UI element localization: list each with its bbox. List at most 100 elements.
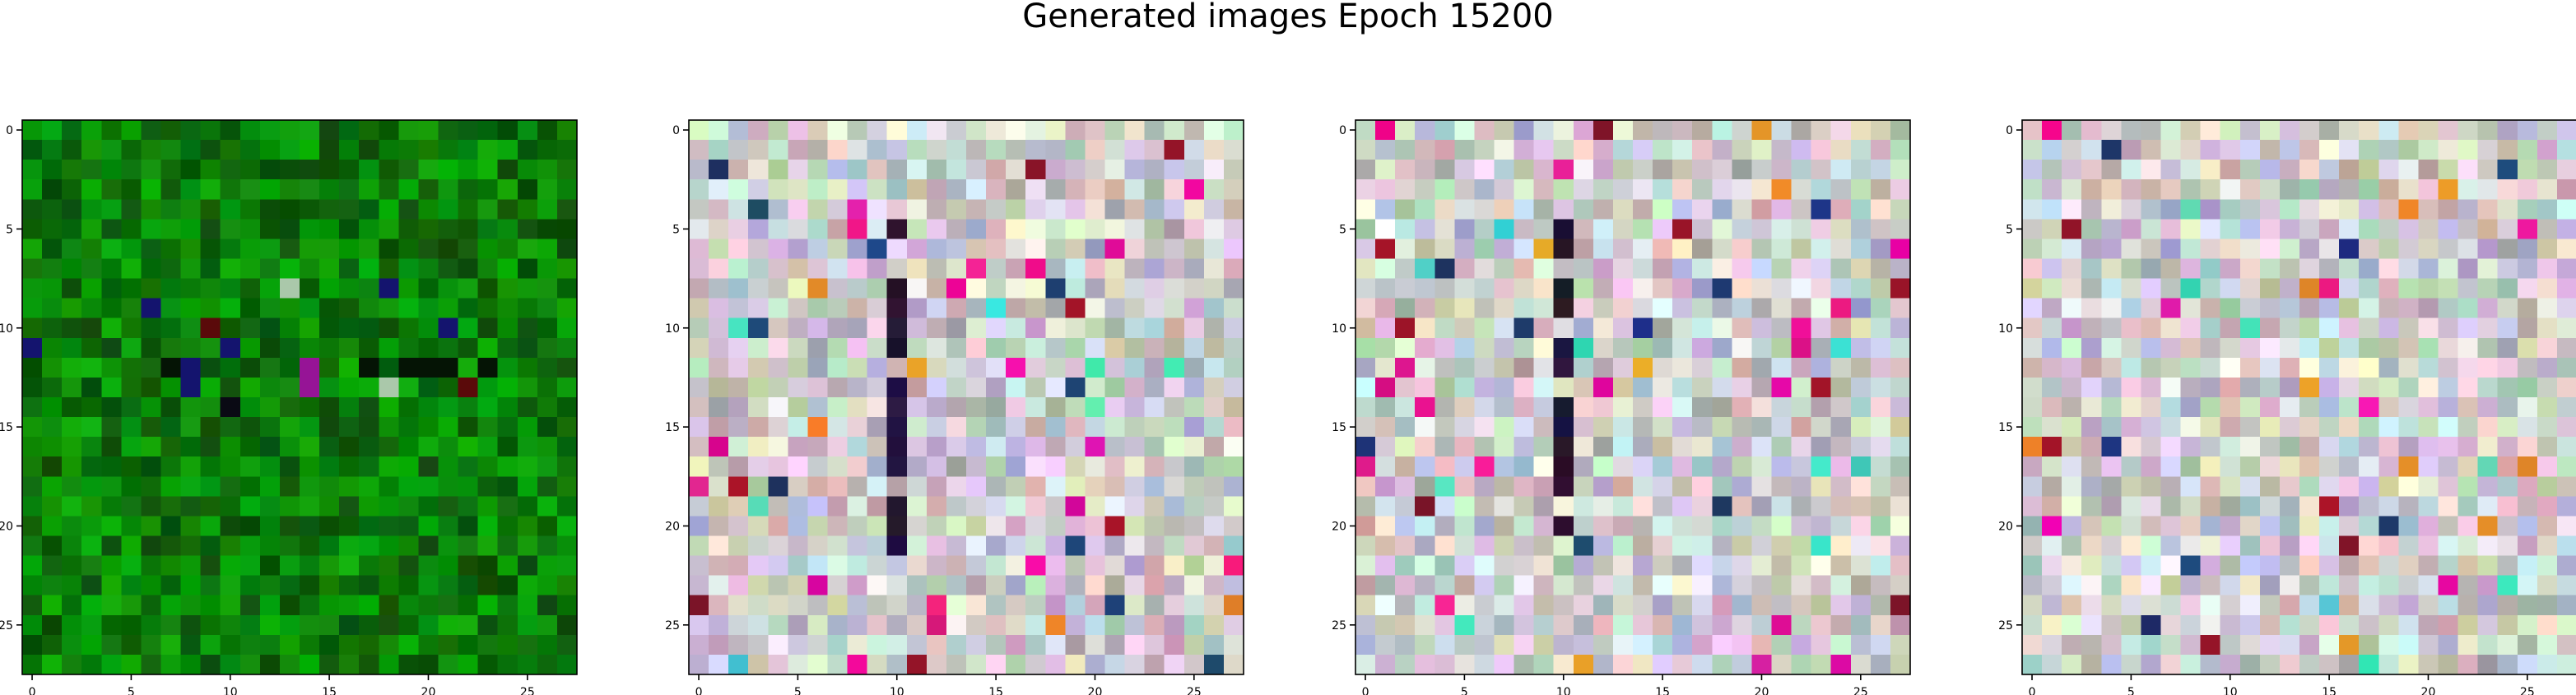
pixel <box>438 575 459 596</box>
pixel <box>141 199 162 220</box>
pixel <box>1085 377 1106 398</box>
pixel <box>1573 535 1594 557</box>
pixel <box>2536 357 2558 378</box>
pixel <box>398 140 420 160</box>
pixel <box>200 575 221 596</box>
pixel <box>42 199 63 220</box>
pixel <box>62 456 82 477</box>
pixel <box>1494 476 1515 497</box>
pixel <box>2497 219 2518 240</box>
pixel <box>2536 437 2558 457</box>
pixel <box>1751 317 1773 339</box>
pixel <box>537 140 558 160</box>
pixel <box>180 476 202 497</box>
pixel <box>2121 654 2142 675</box>
pixel <box>1732 456 1753 477</box>
pixel <box>1006 298 1026 319</box>
pixel <box>1890 614 1911 636</box>
pixel <box>1124 634 1146 656</box>
y-tick-label: 25 <box>0 619 13 632</box>
pixel <box>1183 377 1205 398</box>
pixel <box>1514 516 1535 537</box>
image-pixels <box>2022 120 2576 675</box>
pixel <box>2418 219 2439 240</box>
pixel <box>1124 199 1146 220</box>
pixel <box>1104 278 1126 299</box>
pixel <box>2259 160 2281 180</box>
pixel <box>1751 437 1773 457</box>
pixel <box>1395 278 1416 299</box>
pixel <box>2319 397 2340 418</box>
pixel <box>1434 456 1455 477</box>
pixel <box>141 496 162 517</box>
pixel <box>1223 496 1244 517</box>
pixel <box>2359 654 2379 675</box>
pixel <box>458 575 479 596</box>
pixel <box>2536 535 2558 557</box>
pixel <box>2438 357 2459 378</box>
pixel <box>1553 140 1574 160</box>
pixel <box>200 516 221 537</box>
pixel <box>1375 278 1396 299</box>
pixel <box>2418 555 2439 577</box>
pixel <box>827 160 849 180</box>
pixel <box>867 239 888 260</box>
pixel <box>1771 199 1793 220</box>
pixel <box>398 317 420 339</box>
pixel <box>1223 160 1244 180</box>
pixel <box>2359 575 2379 596</box>
pixel <box>2022 634 2043 656</box>
pixel <box>847 120 868 141</box>
pixel <box>1045 377 1066 398</box>
pixel <box>1553 575 1574 596</box>
pixel <box>1494 456 1515 477</box>
pixel <box>1415 575 1435 596</box>
pixel <box>1223 595 1244 616</box>
pixel <box>1712 654 1732 675</box>
pixel <box>339 634 360 656</box>
pixel <box>537 219 558 240</box>
pixel <box>359 496 379 517</box>
pixel <box>418 337 439 359</box>
x-tick-label: 25 <box>520 686 535 695</box>
pixel <box>477 258 499 280</box>
pixel <box>1025 140 1046 160</box>
pixel <box>2418 298 2439 319</box>
pixel <box>1124 456 1146 477</box>
pixel <box>986 654 1007 675</box>
pixel <box>1672 417 1693 438</box>
pixel <box>1006 219 1026 240</box>
pixel <box>1454 377 1476 398</box>
pixel <box>1025 397 1046 418</box>
pixel <box>1045 516 1066 537</box>
pixel <box>398 634 420 656</box>
pixel <box>1415 140 1435 160</box>
pixel <box>2359 476 2379 497</box>
pixel <box>1203 337 1225 359</box>
pixel <box>867 555 888 577</box>
x-tick-label: 0 <box>29 686 36 695</box>
pixel <box>239 575 261 596</box>
pixel <box>1850 258 1872 280</box>
pixel <box>220 199 241 220</box>
pixel <box>966 357 987 378</box>
y-tick-label: 5 <box>1339 223 1346 236</box>
x-tick-label: 10 <box>2223 686 2238 695</box>
pixel <box>709 654 729 675</box>
pixel <box>497 278 518 299</box>
pixel <box>1811 456 1832 477</box>
pixel <box>2141 317 2162 339</box>
pixel <box>886 357 908 378</box>
x-tick-label: 5 <box>1461 686 1468 695</box>
pixel <box>2418 634 2439 656</box>
pixel <box>906 120 928 141</box>
pixel <box>1434 239 1455 260</box>
pixel <box>1045 614 1066 636</box>
pixel <box>1633 654 1653 675</box>
pixel <box>1533 120 1555 141</box>
pixel <box>1065 634 1086 656</box>
pixel <box>1870 555 1891 577</box>
pixel <box>2279 614 2300 636</box>
pixel <box>1025 417 1046 438</box>
pixel <box>1045 120 1066 141</box>
